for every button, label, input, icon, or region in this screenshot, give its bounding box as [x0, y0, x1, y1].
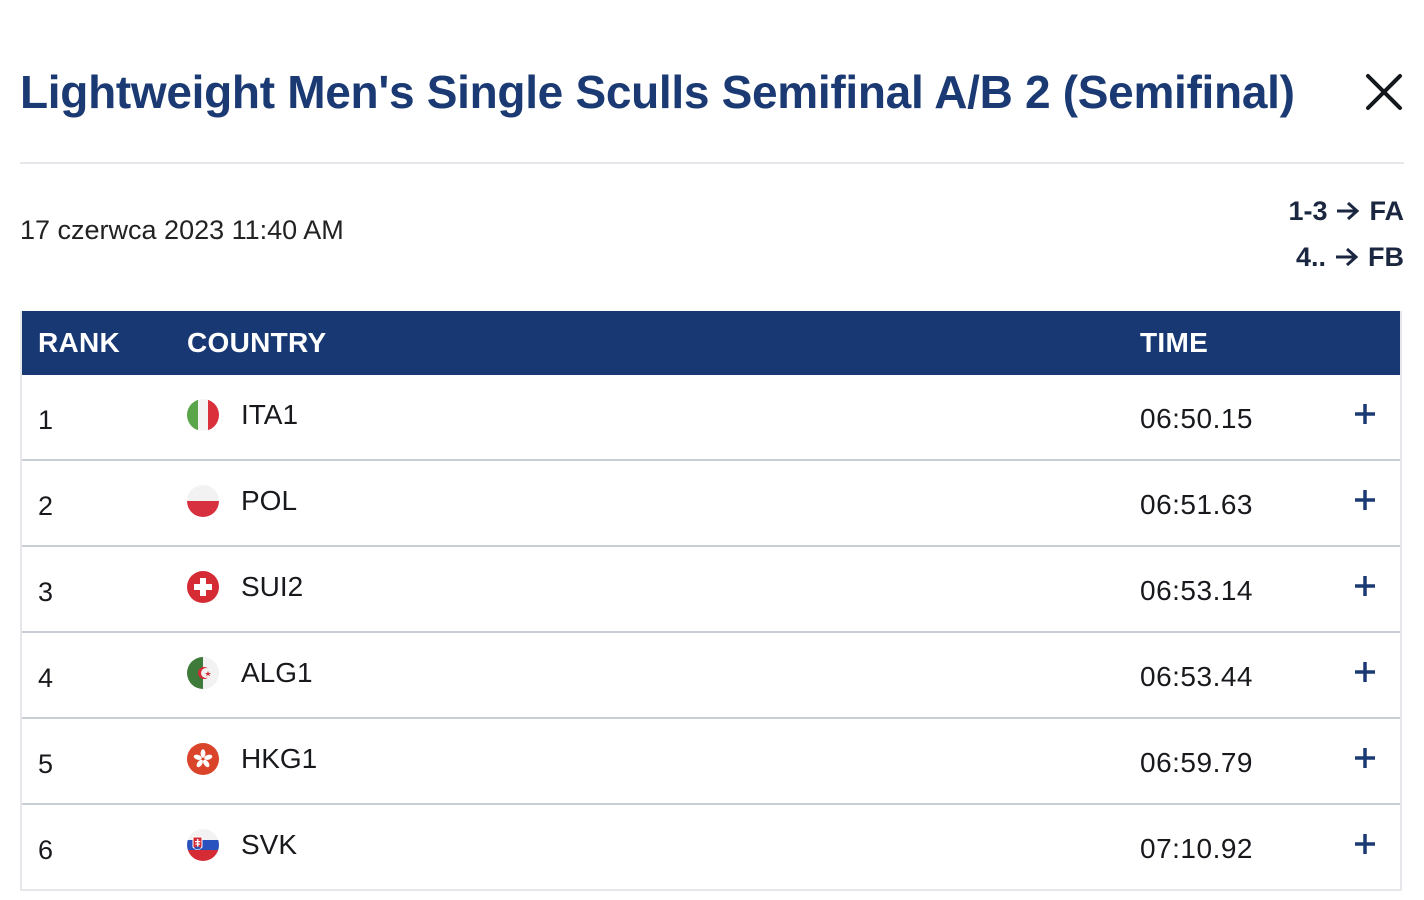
country-cell: ITA1	[241, 399, 299, 430]
plus-icon	[1355, 404, 1375, 424]
country-cell: ALG1	[241, 657, 313, 688]
table-row[interactable]: 5 HKG1 06:59.79	[22, 719, 1400, 805]
expand-row-button[interactable]	[1352, 659, 1378, 685]
close-button[interactable]	[1364, 70, 1404, 114]
country-cell: SUI2	[241, 571, 304, 602]
rank-cell: 1	[38, 405, 54, 435]
plus-icon	[1355, 576, 1375, 596]
arrow-right-icon	[1337, 201, 1360, 221]
table-header: RANK COUNTRY TIME	[22, 311, 1400, 375]
time-cell: 06:50.15	[1140, 403, 1253, 434]
italy-flag-icon	[187, 399, 219, 431]
algeria-flag-icon	[187, 657, 219, 689]
progression-final: FB	[1368, 242, 1404, 272]
race-datetime: 17 czerwca 2023 11:40 AM	[20, 215, 344, 245]
expand-row-button[interactable]	[1352, 487, 1378, 513]
column-header-time: TIME	[1140, 327, 1209, 358]
hong-kong-flag-icon	[187, 743, 219, 775]
progression-range: 1-3	[1288, 196, 1328, 226]
rank-cell: 3	[38, 577, 54, 607]
time-cell: 06:51.63	[1140, 489, 1253, 520]
header-divider	[20, 162, 1404, 164]
expand-row-button[interactable]	[1352, 401, 1378, 427]
plus-icon	[1355, 662, 1375, 682]
slovakia-flag-icon	[187, 829, 219, 861]
results-table: RANK COUNTRY TIME 1 ITA1 06:50.15	[20, 311, 1402, 891]
country-cell: SVK	[241, 829, 298, 860]
table-row[interactable]: 2 POL 06:51.63	[22, 461, 1400, 547]
expand-row-button[interactable]	[1352, 573, 1378, 599]
close-icon	[1366, 74, 1402, 110]
rank-cell: 6	[38, 835, 54, 865]
country-cell: POL	[241, 485, 298, 516]
rank-cell: 5	[38, 749, 54, 779]
progression-rules: 1-3 FA 4.. FB	[1288, 188, 1404, 280]
switzerland-flag-icon	[187, 571, 219, 603]
progression-range: 4..	[1295, 242, 1326, 272]
time-cell: 06:53.44	[1140, 661, 1253, 692]
panel-header: Lightweight Men's Single Sculls Semifina…	[20, 62, 1404, 126]
column-header-country: COUNTRY	[187, 327, 327, 358]
column-header-rank: RANK	[38, 327, 121, 358]
plus-icon	[1355, 834, 1375, 854]
table-row[interactable]: 6 SVK 07:10.92	[22, 805, 1400, 891]
expand-row-button[interactable]	[1352, 831, 1378, 857]
progression-final: FA	[1369, 196, 1404, 226]
page-title: Lightweight Men's Single Sculls Semifina…	[20, 66, 1295, 118]
table-row[interactable]: 3 SUI2 06:53.14	[22, 547, 1400, 633]
poland-flag-icon	[187, 485, 219, 517]
arrow-right-icon	[1336, 247, 1359, 267]
time-cell: 06:59.79	[1140, 747, 1253, 778]
table-row[interactable]: 1 ITA1 06:50.15	[22, 375, 1400, 461]
plus-icon	[1355, 490, 1375, 510]
table-row[interactable]: 4 ALG1 06:53.44	[22, 633, 1400, 719]
plus-icon	[1355, 748, 1375, 768]
rank-cell: 2	[38, 491, 54, 521]
time-cell: 07:10.92	[1140, 833, 1253, 864]
country-cell: HKG1	[241, 743, 318, 774]
time-cell: 06:53.14	[1140, 575, 1253, 606]
rank-cell: 4	[38, 663, 54, 693]
progression-rule: 4.. FB	[1288, 234, 1404, 280]
expand-row-button[interactable]	[1352, 745, 1378, 771]
progression-rule: 1-3 FA	[1288, 188, 1404, 234]
